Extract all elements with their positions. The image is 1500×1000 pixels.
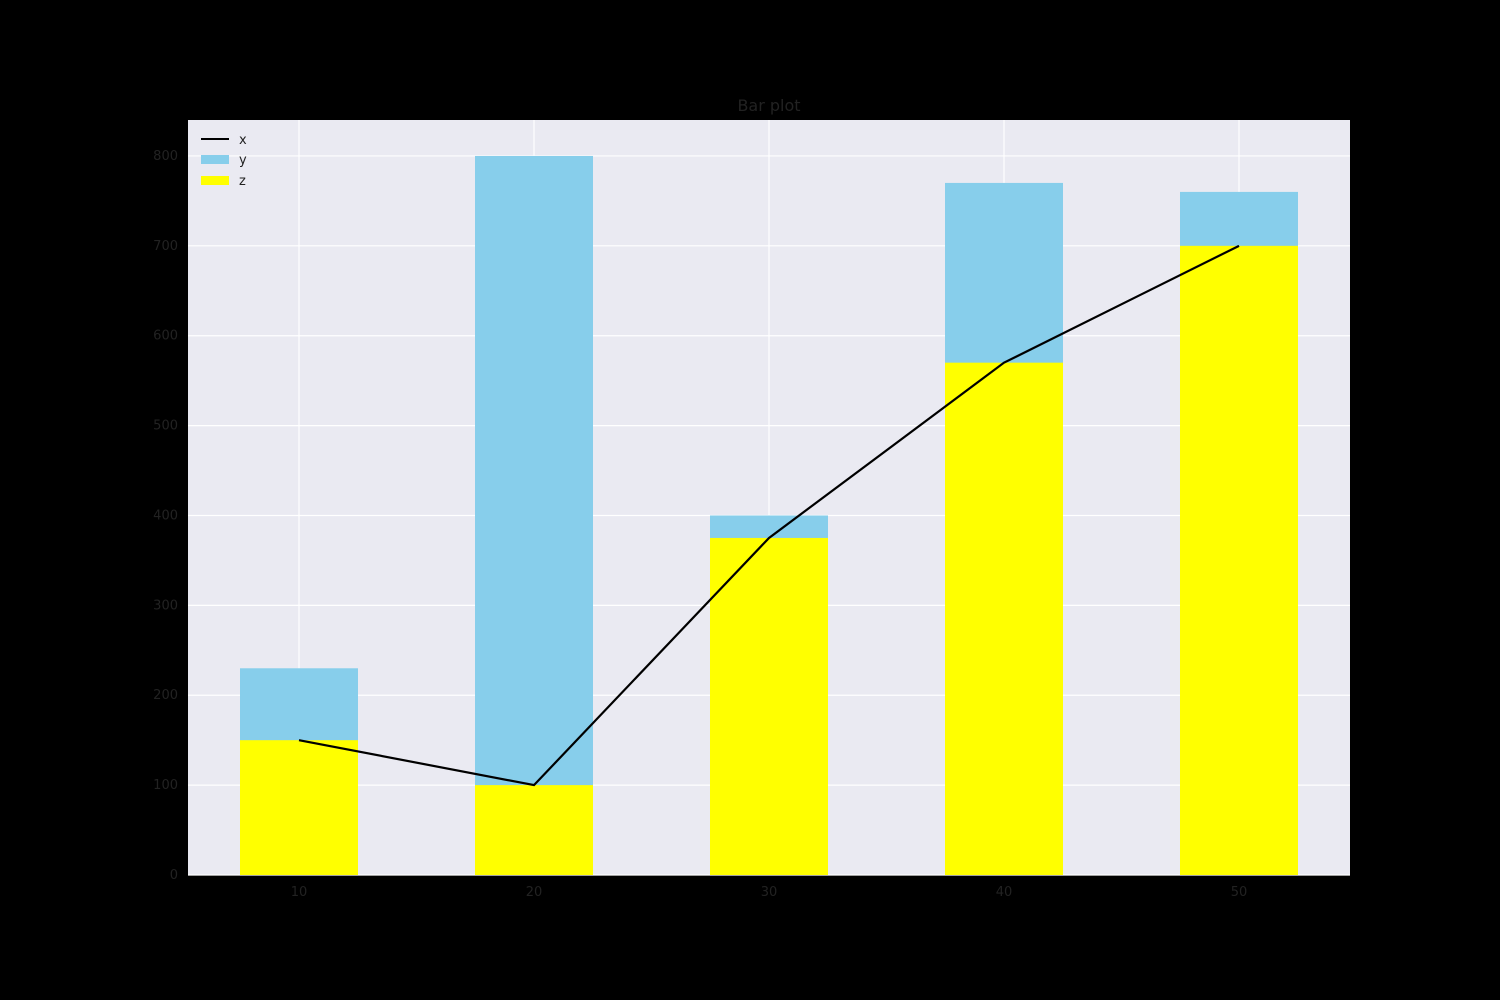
line-series	[298, 244, 1240, 787]
y-tick-label: 100	[153, 778, 178, 793]
legend-swatch-z	[201, 176, 229, 185]
bar-z-40	[945, 362, 1063, 875]
tick-labels: 0 100 200 300 400 500 600 700 800 10 20 30 40 50	[153, 149, 1247, 900]
legend-label-z: z	[239, 174, 246, 189]
bar-y-20	[475, 155, 593, 875]
line-x	[298, 244, 1240, 787]
legend-swatch-y	[201, 155, 229, 164]
x-tick-label: 20	[526, 885, 543, 900]
y-tick-label: 200	[153, 688, 178, 703]
legend-label-y: y	[239, 153, 247, 168]
x-tick-label: 40	[996, 885, 1013, 900]
legend-label-x: x	[239, 133, 247, 148]
bar-z-10	[240, 740, 358, 875]
y-tick-label: 300	[153, 598, 178, 613]
bar-z-20	[475, 785, 593, 875]
x-tick-label: 50	[1231, 885, 1248, 900]
x-tick-label: 30	[761, 885, 778, 900]
x-tick-label: 10	[291, 885, 308, 900]
y-tick-label: 600	[153, 329, 178, 344]
y-tick-label: 500	[153, 419, 178, 434]
legend: x y z	[201, 133, 247, 189]
bar-z-30	[710, 537, 828, 875]
bars	[240, 155, 1298, 876]
y-tick-label: 0	[170, 868, 178, 883]
y-tick-label: 800	[153, 149, 178, 164]
y-tick-label: 700	[153, 239, 178, 254]
chart-title: Bar plot	[737, 96, 800, 115]
y-tick-label: 400	[153, 508, 178, 523]
bar-z-50	[1180, 245, 1298, 876]
